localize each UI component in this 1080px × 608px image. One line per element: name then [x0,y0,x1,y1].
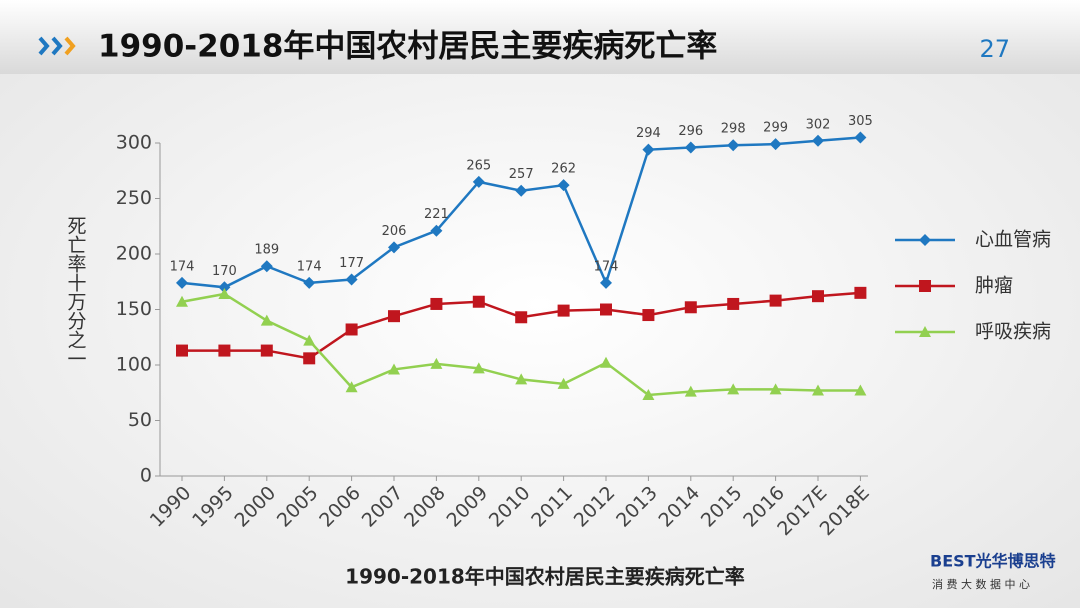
marker [854,286,867,299]
data-label: 221 [424,207,449,222]
marker [176,295,188,307]
marker [854,131,867,144]
marker [642,309,655,322]
marker [218,287,231,299]
data-label: 189 [254,243,279,258]
marker [684,141,697,154]
marker [769,294,782,307]
page-number: 27 [979,35,1010,63]
marker [557,304,570,317]
marker [260,314,273,326]
marker [557,179,570,192]
marker [515,373,528,385]
marker [260,344,273,357]
y-tick-label: 50 [128,409,152,431]
marker [642,143,655,156]
y-axis-label: 死亡率十万分之一 [65,216,87,368]
marker [600,356,612,368]
marker [388,310,400,323]
marker [176,276,188,289]
marker [769,138,782,151]
marker [684,301,697,314]
marker [812,290,824,303]
data-label: 174 [594,259,619,274]
marker [345,323,358,336]
legend-marker [919,326,931,337]
logo-subtitle: 消 费 大 数 据 中 心 [932,577,1030,591]
data-label: 299 [763,121,788,136]
marker [218,344,231,357]
legend-label: 心血管病 [975,229,1051,251]
marker [472,362,485,374]
marker [176,344,188,357]
data-label: 262 [551,162,576,177]
marker [600,276,612,289]
marker [345,381,358,393]
chart-title: 1990-2018年中国农村居民主要疾病死亡率 [345,565,745,589]
data-label: 170 [212,264,237,279]
y-tick-label: 150 [116,298,152,320]
marker [812,134,824,147]
data-label: 302 [806,117,831,132]
marker [727,139,740,152]
data-label: 305 [848,114,873,129]
arrow-icon [38,36,76,56]
marker [727,297,740,310]
data-label: 294 [636,126,661,141]
marker [218,281,231,294]
y-tick-label: 100 [116,354,152,376]
header-bar [0,0,1080,74]
marker [430,224,443,237]
marker [472,175,485,188]
marker [260,260,273,273]
y-tick-label: 200 [116,243,152,265]
marker [557,377,570,389]
data-label: 298 [721,122,746,137]
marker [303,352,316,365]
data-label: 177 [339,256,364,271]
marker [727,383,740,395]
legend-label: 肿瘤 [975,275,1013,297]
y-tick-label: 300 [116,132,152,154]
logo-name: BEST光华博思特 [930,552,1056,571]
marker [769,383,782,395]
marker [812,384,824,396]
marker [303,334,316,346]
data-label: 257 [509,167,534,182]
marker [388,241,400,254]
y-tick-label: 0 [140,465,152,487]
data-label: 296 [678,124,703,139]
legend-marker [919,234,931,246]
marker [430,357,443,369]
marker [515,184,528,197]
marker [515,311,528,324]
data-label: 174 [170,259,195,274]
data-label: 206 [382,224,407,239]
marker [430,297,443,310]
marker [388,363,400,375]
legend-marker [919,280,931,292]
marker [472,295,485,308]
marker [642,388,655,400]
y-tick-label: 250 [116,187,152,209]
marker [854,384,867,396]
marker [345,273,358,286]
marker [684,385,697,397]
data-label: 265 [466,158,491,173]
marker [600,303,612,316]
legend-label: 呼吸疾病 [975,321,1051,343]
data-label: 174 [297,259,322,274]
slide-title: 1990-2018年中国农村居民主要疾病死亡率 [98,29,717,65]
marker [303,276,316,289]
